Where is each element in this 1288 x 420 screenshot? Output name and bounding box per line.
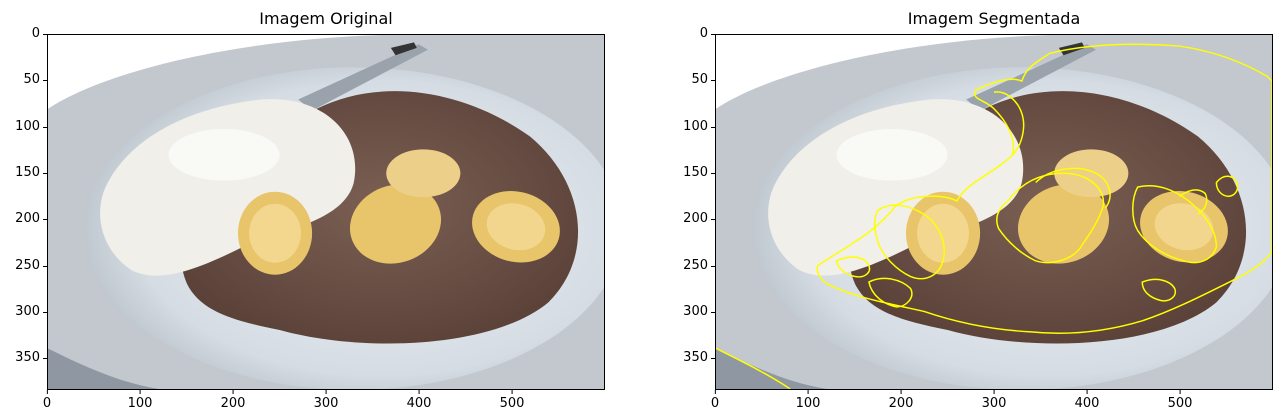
original-image-axes: [47, 34, 605, 390]
meat-hole-contour-4: [1215, 175, 1239, 198]
original-image-panel: Imagem Original: [0, 0, 620, 420]
y-tick-label: 250: [683, 257, 715, 273]
y-tick-label: 150: [683, 165, 715, 181]
y-tick-label: 350: [15, 350, 47, 366]
panel-title: Imagem Segmentada: [907, 9, 1081, 28]
x-tick-label: 500: [1167, 390, 1193, 411]
x-tick-label: 300: [981, 390, 1007, 411]
y-tick-label: 100: [15, 118, 47, 134]
y-tick-label: 0: [31, 26, 48, 41]
y-tick-label: 300: [15, 304, 47, 320]
banana-contour-top: [1035, 167, 1111, 209]
meat-contour: [816, 43, 1272, 334]
y-tick-label: 50: [23, 72, 47, 88]
x-tick-label: 200: [220, 390, 246, 411]
meat-hole-contour-3: [835, 256, 871, 278]
x-tick-label: 0: [42, 390, 52, 411]
x-tick-label: 100: [795, 390, 821, 411]
y-tick-label: 200: [683, 211, 715, 227]
meat-hole-contour-2: [1141, 278, 1177, 302]
y-tick-label: 350: [683, 350, 715, 366]
x-tick-label: 0: [710, 390, 720, 411]
y-tick-label: 150: [15, 165, 47, 181]
rice-shape: [100, 99, 356, 276]
y-tick-label: 0: [699, 26, 716, 41]
fork-contour: [993, 91, 1025, 156]
banana-contour-right-tip: [1178, 189, 1208, 215]
y-tick-label: 250: [15, 257, 47, 273]
panel-title: Imagem Original: [259, 9, 393, 28]
x-tick-label: 100: [127, 390, 153, 411]
meat-hole-contour-1: [868, 277, 913, 308]
segmentation-contours: [716, 43, 1272, 389]
banana-contour-right: [1132, 185, 1218, 264]
y-tick-label: 50: [691, 72, 715, 88]
x-tick-label: 400: [406, 390, 432, 411]
segmented-image-axes: [715, 34, 1273, 390]
plate-edge-contour: [716, 347, 791, 389]
x-tick-label: 400: [1074, 390, 1100, 411]
x-tick-label: 200: [888, 390, 914, 411]
banana-contour-left: [873, 204, 945, 280]
banana-contour-middle: [996, 172, 1105, 264]
y-tick-label: 300: [683, 304, 715, 320]
x-tick-label: 300: [313, 390, 339, 411]
x-tick-label: 500: [499, 390, 525, 411]
segmented-image-panel: Imagem Segmentada: [668, 0, 1288, 420]
y-tick-label: 200: [15, 211, 47, 227]
food-plate-image: [48, 35, 604, 389]
y-tick-label: 100: [683, 118, 715, 134]
segmented-food-plate-image: [716, 35, 1272, 389]
